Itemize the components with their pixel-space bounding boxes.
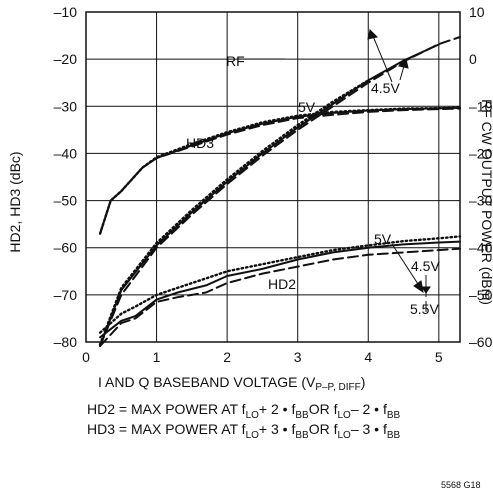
- series-hd3-dashed: [99, 36, 461, 347]
- hd3-definition: HD3 = MAX POWER AT fLO + 3 • fBB OR fLO …: [87, 421, 401, 441]
- y-right-tick-label: –20: [469, 145, 493, 161]
- y-left-tick-label: –40: [54, 145, 78, 161]
- series-rf-solid: [99, 106, 461, 235]
- x-tick-label: 1: [153, 349, 161, 365]
- y-right-tick-label: 0: [469, 51, 477, 67]
- series-hd2-dotted: [98, 235, 462, 334]
- label-4-5v-top: 4.5V: [371, 80, 400, 96]
- y-right-tick-label: –30: [469, 193, 493, 209]
- series-hd3-solid: [99, 43, 440, 347]
- x-tick-label: 4: [364, 349, 372, 365]
- hd2-definition: HD2 = MAX POWER AT fLO + 2 • fBB OR fLO …: [87, 401, 401, 421]
- series-lines: [98, 36, 462, 347]
- y-right-tick-label: 10: [469, 4, 485, 20]
- y-left-tick-label: –10: [54, 4, 78, 20]
- x-tick-label: 0: [82, 349, 90, 365]
- y-right-tick-label: –60: [469, 334, 493, 350]
- x-tick-label: 5: [435, 349, 443, 365]
- x-axis-title: I AND Q BASEBAND VOLTAGE (VP–P, DIFF): [98, 374, 365, 393]
- label-5v-bottom: 5V: [374, 231, 392, 247]
- label-rf: RF: [226, 53, 245, 69]
- y-left-tick-label: –50: [54, 193, 78, 209]
- series-hd3-dotted: [98, 79, 370, 346]
- label-4-5v-bottom: 4.5V: [411, 258, 440, 274]
- leader-arrows: [238, 29, 431, 312]
- x-tick-label: 3: [294, 349, 302, 365]
- plot-frame: [85, 11, 461, 343]
- y-left-tick-label: –80: [54, 334, 78, 350]
- y-left-axis-title: HD2, HD3 (dBc): [7, 151, 23, 252]
- y-right-axis-title: RF CW OUTPUT POWER (dBm): [479, 99, 493, 305]
- label-hd3: HD3: [186, 135, 214, 151]
- y-right-tick-label: –50: [469, 287, 493, 303]
- y-right-tick-label: –40: [469, 240, 493, 256]
- series-hd2-solid: [99, 240, 461, 339]
- series-rf-dotted: [98, 106, 462, 235]
- y-left-tick-label: –20: [54, 51, 78, 67]
- y-left-tick-label: –30: [54, 98, 78, 114]
- figure-id: 5568 G18: [441, 480, 481, 490]
- label-5-5v-bottom: 5.5V: [410, 301, 439, 317]
- label-hd2: HD2: [268, 276, 296, 292]
- x-tick-label: 2: [223, 349, 231, 365]
- y-right-tick-label: –10: [469, 98, 493, 114]
- y-left-tick-label: –70: [54, 287, 78, 303]
- series-rf-dashed: [99, 107, 461, 235]
- tick-labels: 0 1 2 3 4 5 –10 –20 –30 –40 –50 –60 –70 –80 10 0 –10 –20 –…: [54, 4, 493, 365]
- y-left-tick-label: –60: [54, 240, 78, 256]
- label-5v-top: 5V: [298, 99, 316, 115]
